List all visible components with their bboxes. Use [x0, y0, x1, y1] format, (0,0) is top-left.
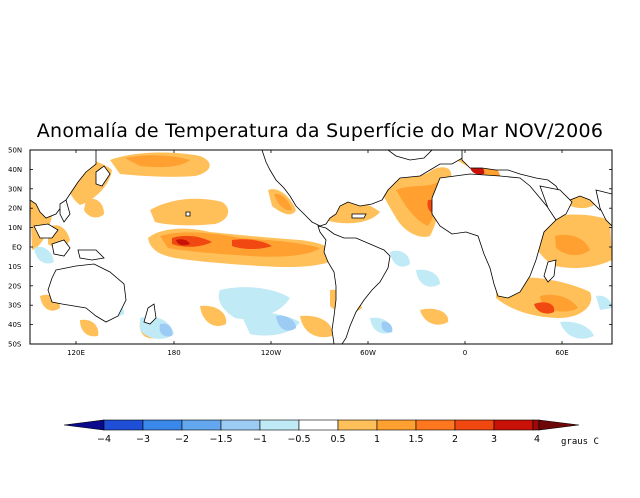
- continents: [30, 150, 612, 344]
- lon-ticks: [75, 150, 563, 344]
- north-america-landmass: [261, 150, 471, 227]
- colorbar-unit: graus C: [561, 437, 599, 447]
- colorbar-label: −2: [175, 434, 189, 445]
- colorbar-label: 0.5: [330, 434, 345, 445]
- lon-label: 180: [167, 349, 180, 357]
- japan-islands: [95, 165, 111, 187]
- colorbar-label: −4: [97, 434, 111, 445]
- colorbar-label: −0.5: [287, 434, 310, 445]
- colorbar-label: 2: [452, 434, 458, 445]
- lon-label: 60W: [360, 349, 376, 357]
- lat-label: 20N: [8, 205, 22, 213]
- lon-label: 60E: [555, 349, 568, 357]
- lat-label: 30S: [8, 302, 22, 310]
- colorbar-segment: [532, 419, 540, 431]
- colorbar: −4 −3 −2 −1.5 −1 −0.5 0.5 1 1.5 2 3 4 gr…: [63, 419, 599, 447]
- colorbar-segment: [376, 419, 417, 431]
- lon-label: 0: [463, 349, 467, 357]
- colorbar-label: −3: [136, 434, 150, 445]
- lat-label: 50S: [8, 341, 22, 349]
- lat-label: 40N: [8, 166, 22, 174]
- lat-label: 30N: [8, 185, 22, 193]
- madagascar-landmass: [543, 259, 557, 283]
- colorbar-segment: [493, 419, 534, 431]
- colorbar-segment: [181, 419, 222, 431]
- lat-label: 50N: [8, 147, 22, 155]
- hawaii-islands: [185, 211, 191, 217]
- colorbar-label: −1.5: [209, 434, 232, 445]
- colorbar-label: −1: [253, 434, 267, 445]
- colorbar-segment: [259, 419, 300, 431]
- lat-label: 20S: [8, 282, 22, 290]
- lat-label: 10N: [8, 224, 22, 232]
- australia-landmass: [47, 263, 127, 323]
- new-zealand-islands: [143, 303, 157, 325]
- colorbar-segment: [415, 419, 456, 431]
- colorbar-label: 4: [534, 434, 540, 445]
- africa-landmass: [431, 173, 557, 299]
- colorbar-left-arrow: [63, 419, 105, 431]
- map-title: Anomalía de Temperatura da Superfície do…: [36, 120, 604, 142]
- new-guinea-island: [77, 249, 105, 261]
- colorbar-segment: [454, 419, 495, 431]
- philippines-islands: [59, 199, 71, 223]
- lon-labels: 120E 180 120W 60W 0 60E: [67, 349, 569, 357]
- indonesia-islands: [33, 223, 59, 239]
- lat-label: EQ: [12, 244, 22, 252]
- colorbar-label: 3: [491, 434, 497, 445]
- south-america-landmass: [317, 225, 391, 344]
- lon-label: 120W: [261, 349, 281, 357]
- lat-labels: 50N 40N 30N 20N 10N EQ 10S 20S 30S 40S 5…: [8, 147, 22, 349]
- colorbar-segment: [103, 419, 144, 431]
- lon-label: 120E: [67, 349, 85, 357]
- lat-ticks: [30, 149, 612, 345]
- colorbar-segment: [337, 419, 378, 431]
- arabia-landmass: [539, 185, 573, 221]
- colorbar-segment: [142, 419, 183, 431]
- colorbar-label: 1.5: [408, 434, 423, 445]
- colorbar-right-arrow: [538, 419, 580, 431]
- lat-label: 40S: [8, 321, 22, 329]
- greenland-landmass: [387, 150, 433, 161]
- caribbean-islands: [351, 213, 367, 219]
- colorbar-segment: [298, 419, 339, 431]
- colorbar-segment: [220, 419, 261, 431]
- borneo-island: [51, 239, 71, 257]
- lat-label: 10S: [8, 263, 22, 271]
- colorbar-label: 1: [374, 434, 380, 445]
- india-landmass: [595, 189, 612, 227]
